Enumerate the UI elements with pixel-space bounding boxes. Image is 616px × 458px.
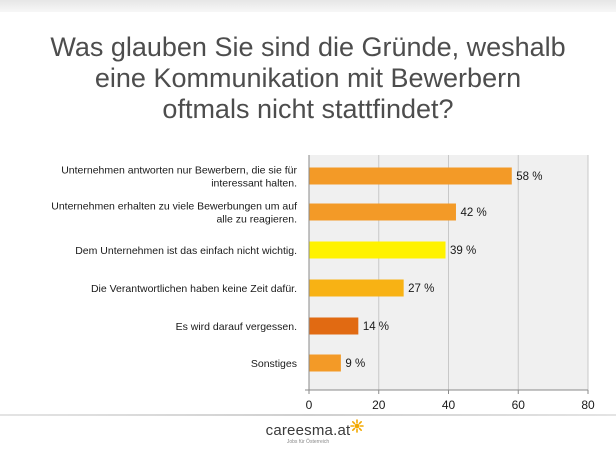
category-label-line: Es wird darauf vergessen. (176, 321, 297, 333)
brand-tagline: Jobs für Österreich (286, 439, 330, 445)
x-tick-labels: 0 20 40 60 80 (306, 398, 595, 412)
category-label-line: Die Verantwortlichen haben keine Zeit da… (91, 283, 297, 295)
top-strip (0, 0, 616, 12)
value-label-2: 42 % (460, 207, 486, 219)
x-tick-label-20: 20 (372, 398, 386, 412)
x-tick-label-0: 0 (306, 398, 313, 412)
chart-title: Was glauben Sie sind die Gründe, weshalb… (10, 32, 606, 125)
category-label-line: interessant halten. (211, 178, 297, 190)
value-labels: 58 % 42 % 39 % 27 % 14 % 9 % (345, 171, 542, 370)
category-label-line: alle zu reagieren. (216, 214, 297, 226)
grid-lines (378, 155, 589, 390)
value-label-4: 27 % (408, 283, 434, 295)
x-tick-label-40: 40 (442, 398, 456, 412)
bar-6 (309, 354, 341, 372)
footer: careesma.at Jobs für Österreich (0, 419, 616, 448)
category-label-5: Es wird darauf vergessen. (176, 321, 297, 333)
sun-icon (350, 419, 365, 433)
brand-name: careesma.at (265, 422, 351, 439)
category-label-line: Unternehmen erhalten zu viele Bewerbunge… (51, 201, 297, 213)
category-label-line: Sonstiges (251, 358, 297, 370)
footer-divider (0, 414, 616, 416)
category-label-4: Die Verantwortlichen haben keine Zeit da… (91, 283, 297, 295)
category-label-line: Unternehmen antworten nur Bewerbern, die… (61, 165, 297, 177)
bar-3 (309, 241, 446, 259)
category-label-1: Unternehmen antworten nur Bewerbern, die… (61, 165, 297, 190)
brand-logo[interactable]: careesma.at Jobs für Österreich (265, 419, 365, 445)
axes (305, 155, 589, 394)
category-labels: Unternehmen antworten nur Bewerbern, die… (51, 165, 297, 371)
value-label-6: 9 % (345, 358, 365, 370)
title-line-2: eine Kommunikation mit Bewerbern (94, 63, 522, 93)
category-label-3: Dem Unternehmen ist das einfach nicht wi… (75, 245, 297, 257)
bar-4 (309, 279, 404, 297)
value-label-1: 58 % (516, 171, 542, 183)
title-line-3: oftmals nicht stattfindet? (162, 94, 454, 124)
x-tick-label-60: 60 (512, 398, 526, 412)
bar-5 (309, 317, 359, 335)
x-tick-label-80: 80 (581, 398, 595, 412)
value-label-5: 14 % (363, 321, 389, 333)
bar-1 (309, 167, 512, 185)
bars (309, 167, 512, 372)
title-line-1: Was glauben Sie sind die Gründe, weshalb (50, 32, 566, 62)
category-label-line: Dem Unternehmen ist das einfach nicht wi… (75, 245, 297, 257)
value-label-3: 39 % (450, 245, 476, 257)
bar-2 (309, 203, 456, 221)
category-label-2: Unternehmen erhalten zu viele Bewerbunge… (51, 201, 297, 226)
category-label-6: Sonstiges (251, 358, 297, 370)
